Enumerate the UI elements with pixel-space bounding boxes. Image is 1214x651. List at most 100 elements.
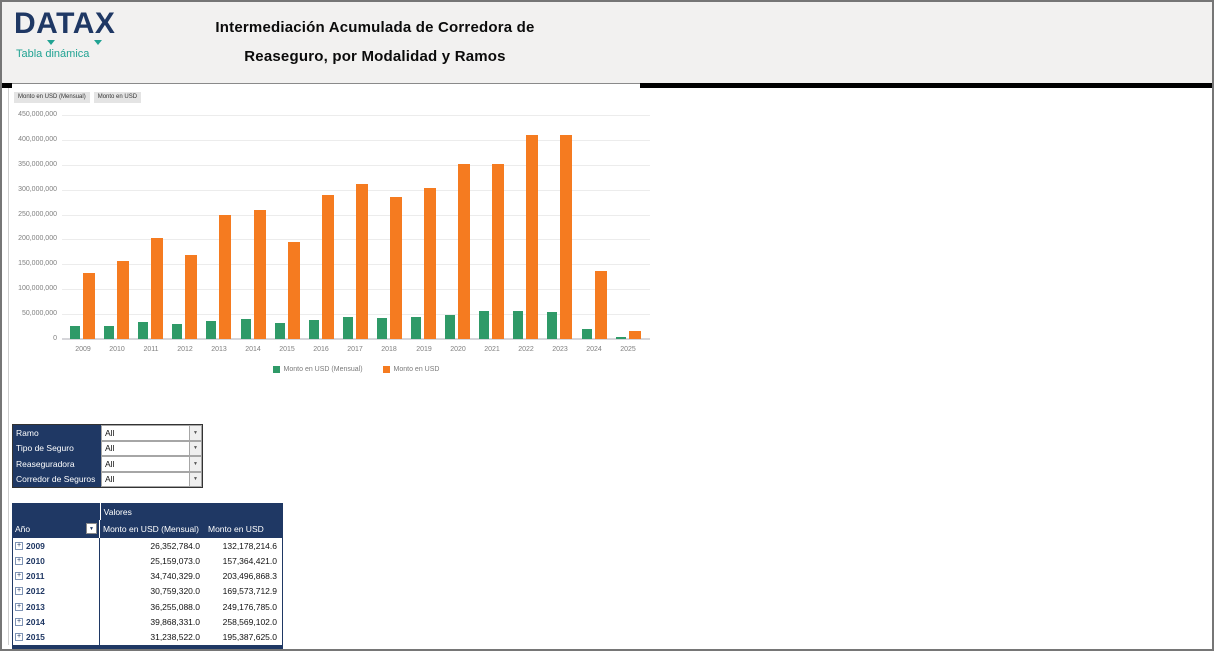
bar-mensual-2021	[479, 311, 489, 339]
year-label: 2010	[26, 555, 45, 566]
x-axis-tick-label: 2017	[347, 346, 363, 353]
filter-selected-value[interactable]: All	[105, 443, 115, 454]
filter-combobox[interactable]: All ▼	[101, 425, 202, 441]
table-row: +2012 30,759,320.0 169,573,712.9	[13, 583, 282, 600]
pivot-next-row-partial	[12, 645, 283, 650]
filter-selected-value[interactable]: All	[105, 427, 115, 438]
year-label: 2009	[26, 540, 45, 551]
bar-total-2009	[83, 273, 95, 339]
year-cell: +2011	[13, 571, 99, 581]
logo-accent-icon	[47, 40, 55, 45]
year-cell: +2014	[13, 617, 99, 627]
gridline	[62, 140, 650, 141]
header-divider	[0, 83, 650, 84]
value-total: 258,569,102.0	[222, 617, 277, 628]
filter-row: Ramo All ▼	[13, 425, 202, 441]
report-title-line2: Reaseguro, por Modalidad y Ramos	[244, 48, 506, 65]
filter-combobox[interactable]: All ▼	[101, 471, 202, 487]
bar-total-2018	[390, 197, 402, 339]
bar-total-2012	[185, 255, 197, 339]
value-mensual: 31,238,522.0	[150, 632, 200, 643]
bar-total-2014	[254, 210, 266, 339]
pivot-column-header-total: Monto en USD	[208, 524, 264, 534]
filter-row: Tipo de Seguro All ▼	[13, 440, 202, 456]
pivot-header-row-columns: Año ▼ Monto en USD (Mensual) Monto en US…	[12, 520, 282, 538]
filter-selected-value[interactable]: All	[105, 458, 115, 469]
expand-button[interactable]: +	[15, 556, 23, 565]
table-row: +2009 26,352,784.0 132,178,214.6	[13, 538, 282, 554]
bar-mensual-2020	[445, 315, 455, 339]
bar-mensual-2022	[513, 311, 523, 339]
bar-mensual-2015	[275, 323, 285, 339]
filter-row: Reaseguradora All ▼	[13, 456, 202, 472]
value-total: 132,178,214.6	[222, 540, 277, 551]
sheet-column-gridline	[8, 88, 9, 645]
bar-total-2017	[356, 184, 368, 339]
bar-mensual-2025	[616, 337, 626, 339]
filter-dropdown-button[interactable]: ▼	[189, 441, 201, 455]
bar-mensual-2017	[343, 317, 353, 339]
legend-swatch-icon	[382, 366, 390, 373]
pivot-table-body: +2009 26,352,784.0 132,178,214.6 +2010 25,15…	[12, 538, 282, 645]
logo-accent-icon	[94, 40, 102, 45]
x-axis-tick-label: 2016	[313, 346, 329, 353]
y-axis-tick-label: 150,000,000	[18, 260, 57, 267]
expand-button[interactable]: +	[15, 602, 23, 611]
filter-panel: Ramo All ▼ Tipo de Seguro All ▼ Reaseguradora A…	[12, 424, 203, 488]
y-axis-tick-label: 100,000,000	[18, 285, 57, 292]
year-cell: +2013	[13, 602, 99, 612]
value-total: 203,496,868.3	[222, 571, 277, 582]
value-mensual: 25,159,073.0	[150, 555, 200, 566]
report-title-line1: Intermediación Acumulada de Corredora de	[215, 19, 535, 36]
table-row: +2011 34,740,329.0 203,496,868.3	[13, 568, 282, 584]
x-axis-line	[62, 338, 650, 340]
expand-button[interactable]: +	[15, 541, 23, 550]
pivot-row-field-anio: Año ▼	[12, 520, 99, 538]
bar-mensual-2013	[206, 321, 216, 339]
logo-subtitle: Tabla dinámica	[16, 48, 90, 60]
pivot-table: Valores Año ▼ Monto en USD (Mensual) Mon…	[12, 503, 283, 645]
bar-total-2015	[288, 242, 300, 339]
x-axis-tick-label: 2010	[109, 346, 125, 353]
bar-mensual-2019	[411, 317, 421, 339]
bar-total-2025	[629, 331, 641, 339]
y-axis-tick-label: 300,000,000	[18, 186, 57, 193]
value-mensual: 36,255,088.0	[150, 601, 200, 612]
filter-combobox[interactable]: All ▼	[101, 440, 202, 456]
filter-dropdown-button[interactable]: ▼	[189, 472, 201, 486]
expand-button[interactable]: +	[15, 572, 23, 581]
x-axis-tick-label: 2025	[620, 346, 636, 353]
table-row: +2010 25,159,073.0 157,364,421.0	[13, 553, 282, 569]
value-total: 157,364,421.0	[222, 555, 277, 566]
year-cell: +2010	[13, 556, 99, 566]
bar-mensual-2011	[138, 322, 148, 339]
filter-label: Reaseguradora	[13, 456, 101, 472]
filter-selected-value[interactable]: All	[105, 474, 115, 485]
value-total: 195,387,625.0	[222, 632, 277, 643]
gridline	[62, 115, 650, 116]
expand-button[interactable]: +	[15, 618, 23, 627]
field-button-total[interactable]: Monto en USD	[93, 92, 142, 103]
pivot-chart-field-buttons: Monto en USD (Mensual) Monto en USD	[14, 92, 142, 103]
bar-total-2011	[151, 238, 163, 339]
filter-dropdown-button[interactable]: ▼	[189, 457, 201, 471]
bar-total-2022	[526, 135, 538, 339]
anio-filter-dropdown-button[interactable]: ▼	[86, 523, 97, 534]
legend-swatch-icon	[272, 366, 280, 373]
pivot-corner-cell	[12, 503, 100, 520]
table-row: +2013 36,255,088.0 249,176,785.0	[13, 599, 282, 615]
y-axis-tick-label: 450,000,000	[18, 111, 57, 118]
filter-dropdown-button[interactable]: ▼	[189, 426, 201, 440]
filter-combobox[interactable]: All ▼	[101, 456, 202, 472]
x-axis-tick-label: 2019	[416, 346, 432, 353]
report-header: DATAX Tabla dinámica Intermediación Acum…	[0, 0, 1214, 83]
x-axis-tick-label: 2018	[381, 346, 397, 353]
filter-label: Ramo	[13, 425, 101, 441]
logo-block: DATAX Tabla dinámica	[14, 8, 154, 78]
header-divider-black-right	[640, 83, 1214, 88]
value-mensual: 39,868,331.0	[150, 617, 200, 628]
expand-button[interactable]: +	[15, 633, 23, 642]
expand-button[interactable]: +	[15, 587, 23, 596]
field-button-mensual[interactable]: Monto en USD (Mensual)	[14, 92, 90, 103]
